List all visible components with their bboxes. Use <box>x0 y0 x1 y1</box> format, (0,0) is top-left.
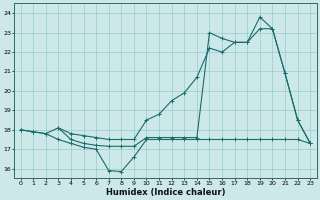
X-axis label: Humidex (Indice chaleur): Humidex (Indice chaleur) <box>106 188 225 197</box>
